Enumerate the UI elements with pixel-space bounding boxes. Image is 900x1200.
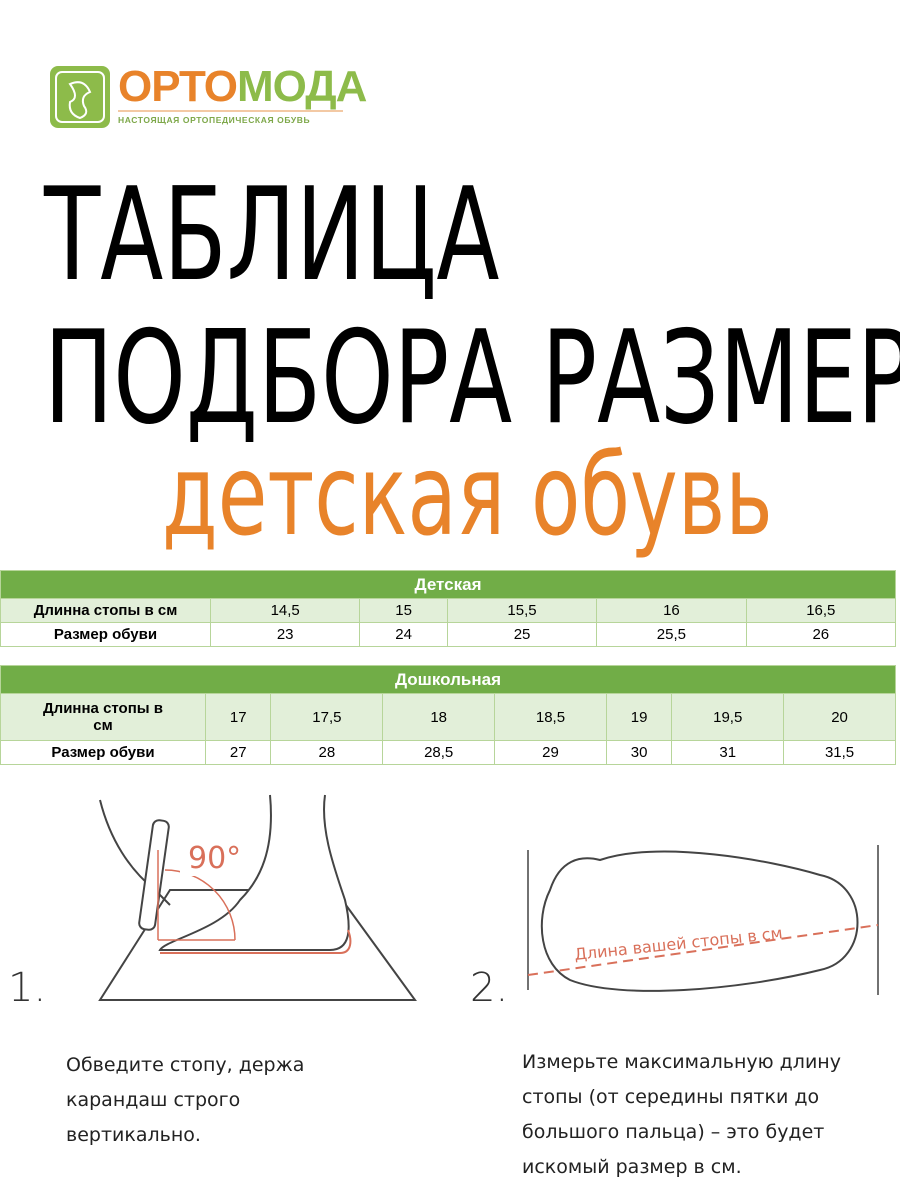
table-cell: 18 <box>382 693 496 741</box>
table-cell: 17 <box>204 693 272 741</box>
row-label: Размер обуви <box>0 622 211 647</box>
step-1-caption: Обведите стопу, держа карандаш строго ве… <box>66 1054 305 1146</box>
table-cell: 17,5 <box>270 693 384 741</box>
logo-divider <box>118 110 343 112</box>
foot-measure-illustration: Длина вашей стопы в см <box>527 845 879 995</box>
table-cell: 20 <box>783 693 896 741</box>
logo-wordmark: ОРТОМОДА <box>118 62 367 112</box>
table-cell: 31,5 <box>783 740 896 765</box>
table-header: Детская <box>0 570 896 599</box>
angle-label: 90° <box>188 841 241 876</box>
logo: ОРТОМОДА НАСТОЯЩАЯ ОРТОПЕДИЧЕСКАЯ ОБУВЬ <box>50 62 367 132</box>
size-table-toddler: Детская Длинна стопы в см 14,5 15 15,5 1… <box>0 570 897 647</box>
table-cell: 31 <box>671 740 785 765</box>
table-cell: 15 <box>359 598 448 623</box>
table-cell: 23 <box>209 622 361 647</box>
table-cell: 16,5 <box>745 598 897 623</box>
table-row: Длинна стопы в см 14,5 15 15,5 16 16,5 <box>0 598 897 623</box>
table-row: Размер обуви 23 24 25 25,5 26 <box>0 622 897 647</box>
table-cell: 25,5 <box>596 622 747 647</box>
step-2-number: 2. <box>470 965 509 1011</box>
table-cell: 28,5 <box>382 740 496 765</box>
logo-text-moda: МОДА <box>237 62 367 111</box>
table-cell: 30 <box>605 740 673 765</box>
row-label: Длинна стопы в см <box>0 598 211 623</box>
logo-emblem-icon <box>50 66 110 128</box>
table-cell: 19 <box>605 693 673 741</box>
table-cell: 29 <box>494 740 607 765</box>
table-cell: 24 <box>359 622 448 647</box>
size-table-preschool: Дошкольная Длинна стопы в см 17 17,5 18 … <box>0 665 896 765</box>
table-row: Длинна стопы в см 17 17,5 18 18,5 19 19,… <box>0 693 896 741</box>
table-cell: 27 <box>204 740 272 765</box>
foot-tracing-illustration: 90° <box>98 794 417 1001</box>
table-cell: 25 <box>446 622 598 647</box>
table-cell: 15,5 <box>446 598 598 623</box>
logo-text-orto: ОРТО <box>118 62 238 111</box>
table-cell: 18,5 <box>494 693 607 741</box>
step-2-caption: Измерьте максимальную длину стопы (от се… <box>522 1051 841 1178</box>
table-cell: 28 <box>270 740 384 765</box>
row-label: Размер обуви <box>0 740 206 765</box>
step-1-number: 1. <box>8 965 47 1011</box>
title-subtitle: детская обувь <box>162 431 773 561</box>
table-cell: 14,5 <box>209 598 361 623</box>
table-row: Размер обуви 27 28 28,5 29 30 31 31,5 <box>0 740 896 765</box>
title-line-1: ТАБЛИЦА <box>44 161 500 310</box>
table-cell: 16 <box>596 598 747 623</box>
table-cell: 19,5 <box>671 693 785 741</box>
row-label: Длинна стопы в см <box>0 693 206 741</box>
table-header: Дошкольная <box>0 665 896 694</box>
logo-tagline: НАСТОЯЩАЯ ОРТОПЕДИЧЕСКАЯ ОБУВЬ <box>118 115 311 125</box>
title-line-2: ПОДБОРА РАЗМЕРА <box>44 304 900 453</box>
table-cell: 26 <box>745 622 897 647</box>
